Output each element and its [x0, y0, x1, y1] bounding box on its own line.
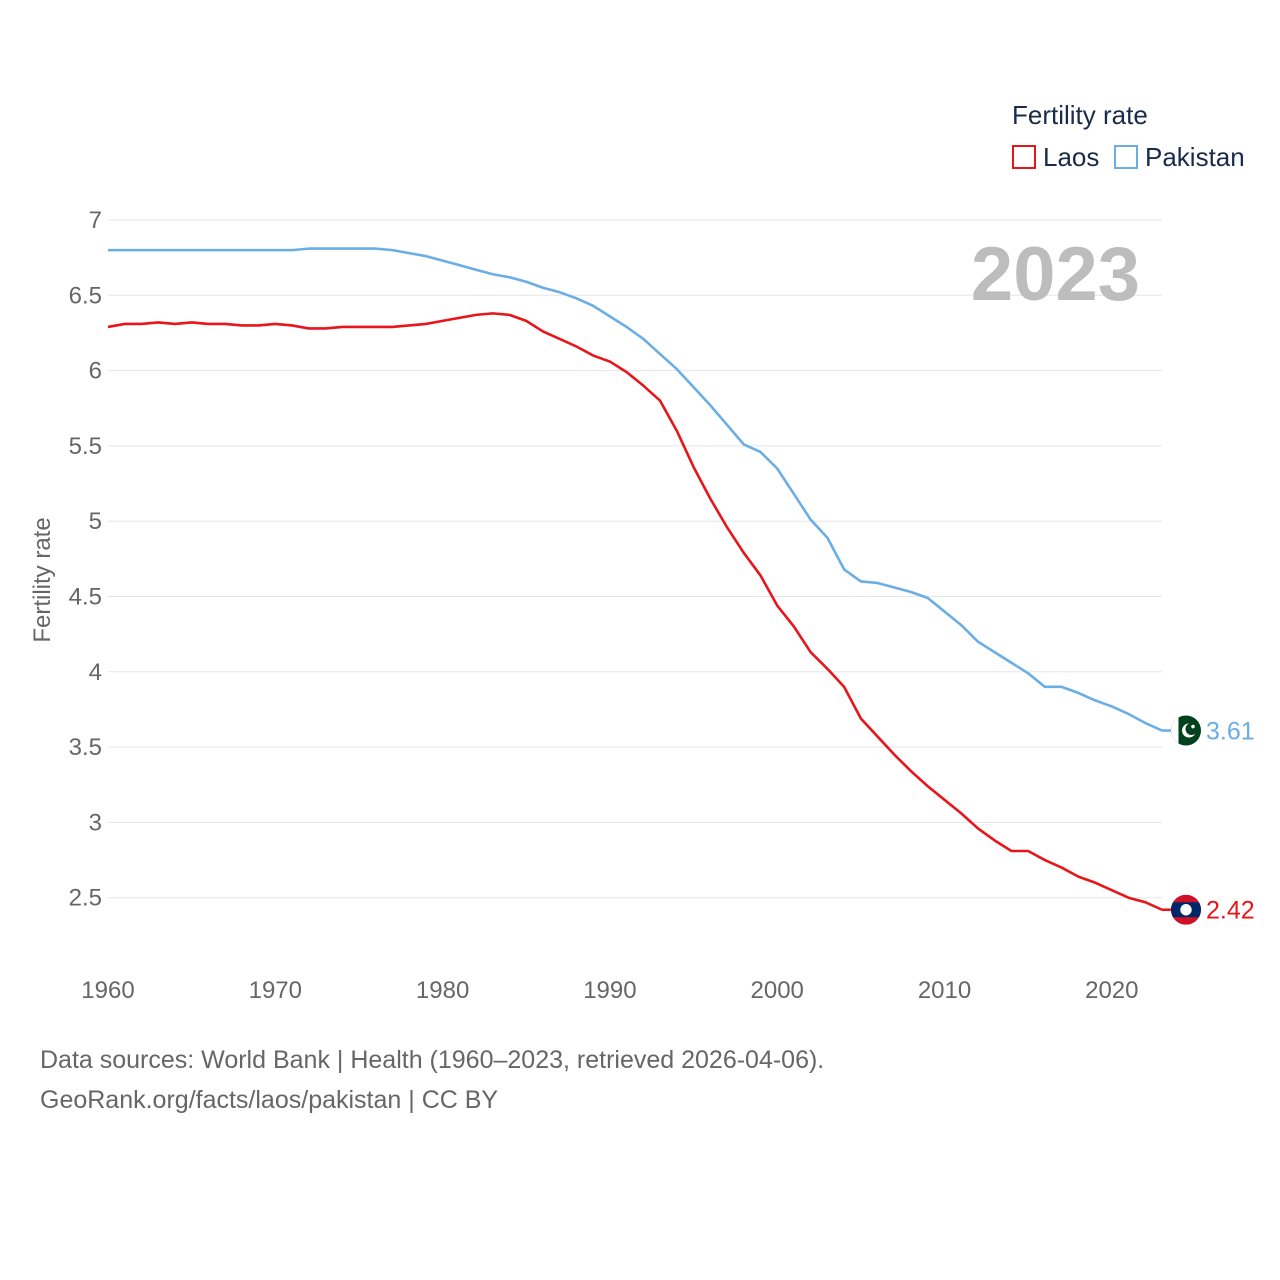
legend: Fertility rate Laos Pakistan	[1012, 100, 1245, 172]
series-lines	[107, 247, 1163, 911]
year-watermark: 2023	[971, 232, 1140, 317]
legend-label-laos: Laos	[1043, 142, 1099, 172]
y-tick-label: 4.5	[69, 584, 102, 611]
x-tick-label: 2020	[1085, 977, 1138, 1004]
y-tick-label: 3.5	[69, 734, 102, 761]
grid-lines	[108, 219, 1162, 899]
source-link[interactable]: GeoRank.org/facts/laos/pakistan | CC BY	[40, 1086, 499, 1114]
y-tick-label: 7	[89, 207, 102, 234]
y-tick-label: 5	[89, 508, 102, 535]
legend-title: Fertility rate	[1012, 100, 1148, 130]
end-label-pakistan: 3.61	[1206, 718, 1255, 746]
legend-swatch-laos	[1012, 145, 1036, 169]
data-sources-line: Data sources: World Bank | Health (1960–…	[40, 1046, 825, 1074]
x-tick-label: 1990	[583, 977, 636, 1004]
pakistan-flag-icon	[1171, 715, 1201, 746]
legend-item-laos[interactable]: Laos	[1012, 142, 1099, 172]
data-sources: Data sources: World Bank | Health (1960–…	[40, 1040, 824, 1120]
legend-item-pakistan[interactable]: Pakistan	[1114, 142, 1245, 172]
series-line-laos[interactable]	[107, 312, 1163, 911]
legend-swatch-pakistan	[1114, 145, 1138, 169]
laos-flag-icon	[1171, 894, 1201, 925]
x-tick-label: 1980	[416, 977, 469, 1004]
y-tick-label: 6.5	[69, 282, 102, 309]
x-tick-label: 1960	[81, 977, 134, 1004]
legend-label-pakistan: Pakistan	[1145, 142, 1245, 172]
y-tick-label: 5.5	[69, 433, 102, 460]
series-line-pakistan[interactable]	[108, 247, 1163, 732]
series-endpoints: 2.42 3.61	[1162, 715, 1255, 925]
fertility-rate-chart: 2.5 3 3.5 4 4.5 5 5.5 6 6.5 7 1960 1970 1980 1990 200…	[29, 100, 1255, 1004]
x-tick-label: 2000	[751, 977, 804, 1004]
x-axis-ticks: 1960 1970 1980 1990 2000 2010 2020	[81, 977, 1138, 1004]
x-tick-label: 2010	[918, 977, 971, 1004]
y-tick-label: 2.5	[69, 885, 102, 912]
y-axis-label: Fertility rate	[29, 517, 56, 642]
y-tick-label: 4	[89, 659, 102, 686]
y-axis-ticks: 2.5 3 3.5 4 4.5 5 5.5 6 6.5 7	[69, 207, 102, 912]
y-tick-label: 3	[89, 809, 102, 836]
x-tick-label: 1970	[249, 977, 302, 1004]
end-label-laos: 2.42	[1206, 897, 1255, 925]
y-tick-label: 6	[89, 358, 102, 385]
